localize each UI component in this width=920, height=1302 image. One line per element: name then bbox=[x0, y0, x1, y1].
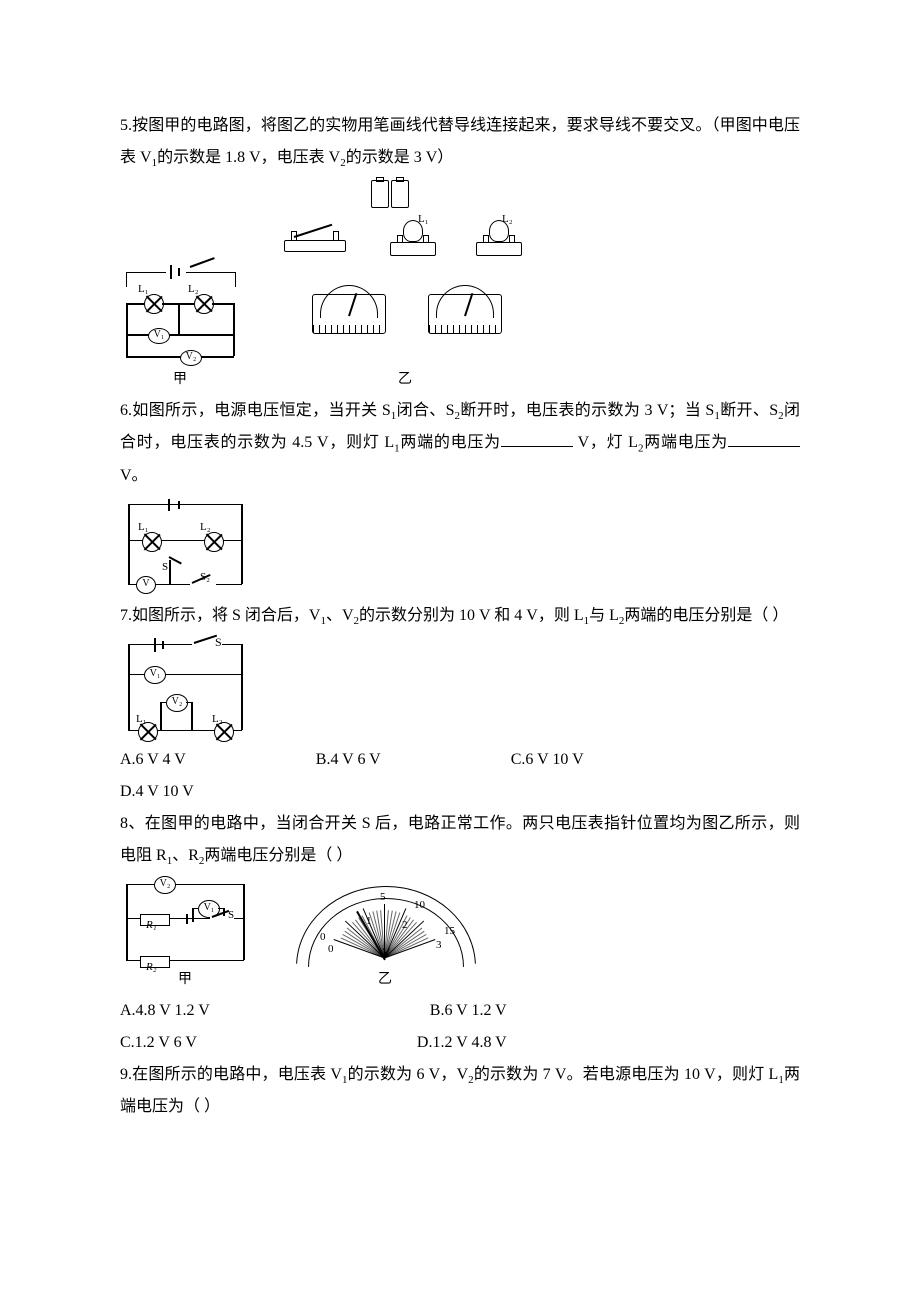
q9-c: 的示数为 7 V。若电源电压为 10 V，则灯 L bbox=[474, 1066, 779, 1083]
q8-caption-left: 甲 bbox=[120, 972, 250, 989]
q8-num: 3 bbox=[436, 934, 442, 956]
q8-num: 0 bbox=[320, 926, 326, 948]
q7-s-label: S bbox=[215, 630, 222, 654]
q8-options-row1: A.4.8 V 1.2 V B.6 V 1.2 V bbox=[120, 995, 800, 1027]
q5-right-group: L₁ L₂ 乙 bbox=[280, 180, 530, 389]
q7-l2-label: L₂ bbox=[212, 708, 223, 730]
q5-figures: L₁ L₂ V₁ V₂ 甲 L₁ L₂ 乙 bbox=[120, 180, 800, 389]
q5-label-l2: L₂ bbox=[188, 278, 199, 300]
q6-g: V，灯 L bbox=[573, 434, 638, 451]
q8-s-label: S bbox=[228, 904, 234, 926]
q6-s1-label: S₁ bbox=[162, 556, 172, 578]
q6-lab-l1: L₁ bbox=[138, 516, 149, 538]
q6-figure: L₁ L₂ V S₁ S₂ bbox=[120, 496, 250, 596]
q8-figures: V₂ V₁ R₁ R₂ S 甲 0 5 10 15 0 1 2 3 V bbox=[120, 878, 800, 989]
q8-r2-label: R₂ bbox=[146, 956, 157, 978]
q8-r1-label: R₁ bbox=[146, 914, 157, 936]
q9-b: 的示数为 6 V，V bbox=[347, 1066, 468, 1083]
q5-pictorial: L₁ L₂ bbox=[280, 180, 530, 370]
q5-meter-v1: V₁ bbox=[148, 328, 170, 344]
q8-num: 2 bbox=[402, 914, 408, 936]
q8-opt-a[interactable]: A.4.8 V 1.2 V bbox=[120, 995, 210, 1027]
q5-meter-v2: V₂ bbox=[180, 350, 202, 366]
q5-text-b: 的示数是 1.8 V，电压表 V bbox=[157, 149, 340, 166]
q6-b: 闭合、S bbox=[396, 402, 454, 419]
q7-v1: V₁ bbox=[144, 666, 166, 684]
q7-options-row1: A.6 V 4 V B.4 V 6 V C.6 V 10 V bbox=[120, 744, 800, 776]
bulb-icon bbox=[476, 216, 520, 256]
q9-text: 9.在图所示的电路中，电压表 V1的示数为 6 V，V2的示数为 7 V。若电源… bbox=[120, 1059, 800, 1123]
q7-c: 的示数分别为 10 V 和 4 V，则 L bbox=[359, 607, 584, 624]
voltmeter-icon bbox=[312, 276, 384, 334]
q7-opt-c[interactable]: C.6 V 10 V bbox=[511, 744, 584, 776]
q7-opt-a[interactable]: A.6 V 4 V bbox=[120, 744, 186, 776]
q7-a: 7.如图所示，将 S 闭合后，V bbox=[120, 607, 320, 624]
q7-d: 与 L bbox=[589, 607, 619, 624]
q6-lab-l2: L₂ bbox=[200, 516, 211, 538]
q8-v2-label: V₂ bbox=[154, 876, 176, 894]
switch-icon bbox=[284, 228, 344, 252]
q6-v: V bbox=[136, 576, 156, 594]
q6-h: 两端电压为 bbox=[643, 434, 728, 451]
q7-text: 7.如图所示，将 S 闭合后，V1、V2的示数分别为 10 V 和 4 V，则 … bbox=[120, 600, 800, 632]
q9-a: 9.在图所示的电路中，电压表 V bbox=[120, 1066, 342, 1083]
q8-c: 两端电压分别是（ ） bbox=[204, 847, 352, 864]
q6-blank2[interactable] bbox=[728, 427, 800, 447]
q8-num: 1 bbox=[366, 910, 372, 932]
q6-i: V。 bbox=[120, 467, 148, 484]
q8-b: 、R bbox=[172, 847, 199, 864]
q8-caption-right: 乙 bbox=[290, 972, 480, 989]
q5-caption-left: 甲 bbox=[120, 372, 240, 389]
q6-a: 6.如图所示，电源电压恒定，当开关 S bbox=[120, 402, 391, 419]
q8-num: 5 bbox=[380, 886, 386, 908]
q8-left-group: V₂ V₁ R₁ R₂ S 甲 bbox=[120, 878, 250, 989]
q8-v-unit: V bbox=[382, 940, 391, 964]
q5-left-group: L₁ L₂ V₁ V₂ 甲 bbox=[120, 250, 240, 389]
q8-schematic: V₂ V₁ R₁ R₂ S bbox=[120, 878, 250, 970]
q5-label-l1: L₁ bbox=[138, 278, 149, 300]
q8-text: 8、在图甲的电路中，当闭合开关 S 后，电路正常工作。两只电压表指针位置均为图乙… bbox=[120, 808, 800, 872]
q5-text: 5.按图甲的电路图，将图乙的实物用笔画线代替导线连接起来，要求导线不要交叉。（甲… bbox=[120, 110, 800, 174]
q7-opt-d[interactable]: D.4 V 10 V bbox=[120, 783, 194, 800]
q6-blank1[interactable] bbox=[501, 427, 573, 447]
q8-right-group: 0 5 10 15 0 1 2 3 V 乙 bbox=[290, 880, 480, 989]
q7-b: 、V bbox=[326, 607, 354, 624]
q8-num: 0 bbox=[328, 938, 334, 960]
q8-opt-b[interactable]: B.6 V 1.2 V bbox=[430, 995, 507, 1027]
q8-opt-d[interactable]: D.1.2 V 4.8 V bbox=[417, 1027, 507, 1059]
q6-c: 断开时，电压表的示数为 3 V；当 S bbox=[460, 402, 714, 419]
q8-opt-c[interactable]: C.1.2 V 6 V bbox=[120, 1027, 197, 1059]
q5-schematic: L₁ L₂ V₁ V₂ bbox=[120, 250, 240, 370]
q6-s2-label: S₂ bbox=[200, 566, 210, 588]
q7-options-row2: D.4 V 10 V bbox=[120, 776, 800, 808]
q5-real-l2: L₂ bbox=[502, 208, 513, 230]
q8-num: 15 bbox=[444, 920, 455, 942]
q8-meter-dial: 0 5 10 15 0 1 2 3 V bbox=[290, 880, 480, 970]
q7-figure: S V₁ V₂ L₁ L₂ bbox=[120, 636, 250, 740]
q5-text-c: 的示数是 3 V） bbox=[346, 149, 454, 166]
q6-d: 断开、S bbox=[720, 402, 778, 419]
q6-text: 6.如图所示，电源电压恒定，当开关 S1闭合、S2断开时，电压表的示数为 3 V… bbox=[120, 395, 800, 492]
q5-real-l1: L₁ bbox=[418, 208, 429, 230]
q8-num: 10 bbox=[414, 894, 425, 916]
q7-l1-label: L₁ bbox=[136, 708, 147, 730]
q7-opt-b[interactable]: B.4 V 6 V bbox=[316, 744, 381, 776]
q7-e: 两端的电压分别是（ ） bbox=[624, 607, 788, 624]
q8-options-row2: C.1.2 V 6 V D.1.2 V 4.8 V bbox=[120, 1027, 800, 1059]
q7-v2: V₂ bbox=[166, 694, 188, 712]
battery-icon bbox=[370, 180, 414, 208]
q5-caption-right: 乙 bbox=[280, 372, 530, 389]
voltmeter-icon bbox=[428, 276, 500, 334]
q6-f: 两端的电压为 bbox=[400, 434, 501, 451]
